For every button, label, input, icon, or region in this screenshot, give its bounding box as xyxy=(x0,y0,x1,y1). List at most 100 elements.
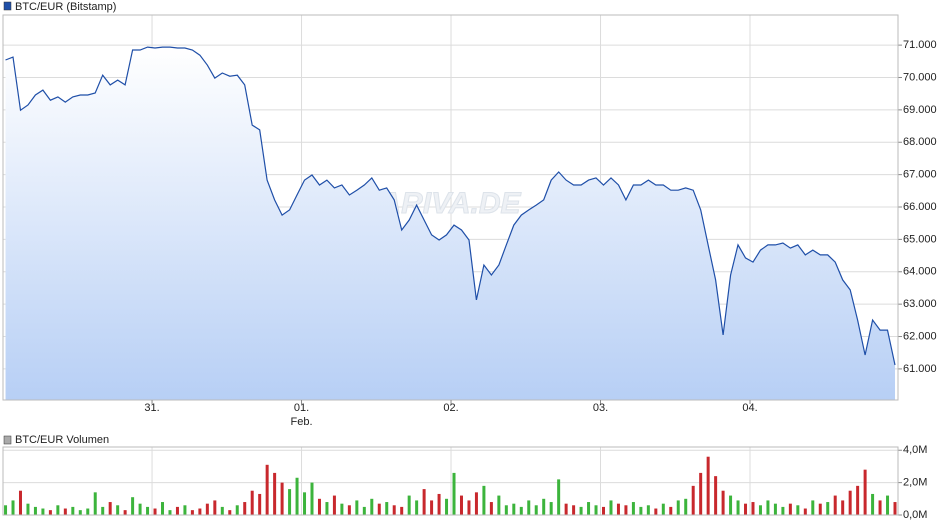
volume-bar xyxy=(512,503,516,515)
volume-bar xyxy=(714,476,718,515)
volume-bar xyxy=(258,493,262,515)
volume-bar xyxy=(773,503,777,515)
volume-bar xyxy=(11,500,15,515)
volume-bar xyxy=(489,502,493,515)
volume-bar xyxy=(474,492,478,515)
volume-bar xyxy=(841,500,845,515)
volume-bar xyxy=(684,498,688,515)
volume-bar xyxy=(661,503,665,515)
volume-bar xyxy=(116,505,120,515)
volume-bar xyxy=(572,505,576,515)
volume-bar xyxy=(758,505,762,515)
volume-bar xyxy=(445,498,449,515)
y-tick-label: 61.000 xyxy=(903,363,937,375)
volume-bar xyxy=(265,464,269,515)
volume-bar xyxy=(691,485,695,515)
volume-bar xyxy=(317,498,321,515)
volume-bar xyxy=(542,498,546,515)
volume-bar xyxy=(377,503,381,515)
chart-title: BTC/EUR (Bitstamp) xyxy=(15,1,116,13)
y-tick-label: 69.000 xyxy=(903,104,937,116)
volume-bar xyxy=(362,506,366,515)
volume-bar xyxy=(467,500,471,515)
volume-bar xyxy=(415,500,419,515)
price-area xyxy=(5,47,896,400)
volume-bar xyxy=(123,510,127,515)
volume-bar xyxy=(519,506,523,515)
volume-bar xyxy=(886,495,890,515)
volume-bar xyxy=(392,505,396,515)
volume-bar xyxy=(56,505,60,515)
volume-bar xyxy=(355,500,359,515)
volume-title: BTC/EUR Volumen xyxy=(15,434,109,446)
volume-bar xyxy=(706,456,710,515)
volume-bar xyxy=(527,500,531,515)
volume-bar xyxy=(482,485,486,515)
volume-bar xyxy=(796,505,800,515)
volume-bar xyxy=(33,506,37,515)
volume-bar xyxy=(310,482,314,515)
volume-bar xyxy=(243,502,247,515)
legend-swatch xyxy=(3,1,12,11)
plot-area xyxy=(2,446,899,516)
y-tick-label: 4,0M xyxy=(903,444,927,456)
volume-bar xyxy=(893,502,897,515)
volume-bar xyxy=(564,503,568,515)
volume-bar xyxy=(18,490,22,515)
volume-bar xyxy=(781,506,785,515)
volume-bar xyxy=(669,506,673,515)
volume-bar xyxy=(273,472,277,515)
x-tick-label: 02. xyxy=(443,402,458,414)
volume-bar xyxy=(407,495,411,515)
volume-bar xyxy=(646,505,650,515)
volume-bar xyxy=(497,495,501,515)
volume-bar xyxy=(198,508,202,515)
volume-bar xyxy=(736,500,740,515)
volume-bar xyxy=(587,502,591,515)
volume-bar xyxy=(325,502,329,515)
volume-bar xyxy=(699,472,703,515)
volume-bar xyxy=(833,495,837,515)
volume-bar xyxy=(303,492,307,515)
volume-bar xyxy=(101,506,105,515)
x-tick-label: 31. xyxy=(144,402,159,414)
y-tick-label: 66.000 xyxy=(903,201,937,213)
volume-bar xyxy=(459,495,463,515)
volume-bar xyxy=(235,505,239,515)
y-tick-label: 64.000 xyxy=(903,266,937,278)
y-tick-label: 68.000 xyxy=(903,136,937,148)
volume-bar xyxy=(71,506,75,515)
volume-bar xyxy=(504,505,508,515)
volume-bar xyxy=(280,482,284,515)
volume-bar xyxy=(430,500,434,515)
volume-bar xyxy=(78,510,82,515)
volume-bar xyxy=(818,503,822,515)
volume-bar xyxy=(288,489,292,515)
volume-bar xyxy=(400,506,404,515)
volume-bar xyxy=(639,506,643,515)
volume-bar xyxy=(4,505,8,515)
volume-bar xyxy=(602,506,606,515)
volume-bar xyxy=(213,500,217,515)
volume-bar xyxy=(534,505,538,515)
volume-bar xyxy=(624,505,628,515)
volume-bar xyxy=(878,500,882,515)
volume-bar xyxy=(153,508,157,515)
volume-bar xyxy=(579,506,583,515)
volume-bar xyxy=(856,485,860,515)
volume-bar xyxy=(48,510,52,515)
price-line xyxy=(5,46,896,366)
volume-bar xyxy=(422,489,426,515)
volume-bar xyxy=(676,500,680,515)
volume-bar xyxy=(654,508,658,515)
volume-bar xyxy=(788,503,792,515)
volume-bar xyxy=(138,503,142,515)
x-tick-label: 03. xyxy=(593,402,608,414)
volume-bar xyxy=(863,469,867,515)
y-tick-label: 62.000 xyxy=(903,330,937,342)
volume-bar xyxy=(385,502,389,515)
y-tick-label: 63.000 xyxy=(903,298,937,310)
volume-bar xyxy=(131,497,135,515)
volume-bar xyxy=(871,493,875,515)
